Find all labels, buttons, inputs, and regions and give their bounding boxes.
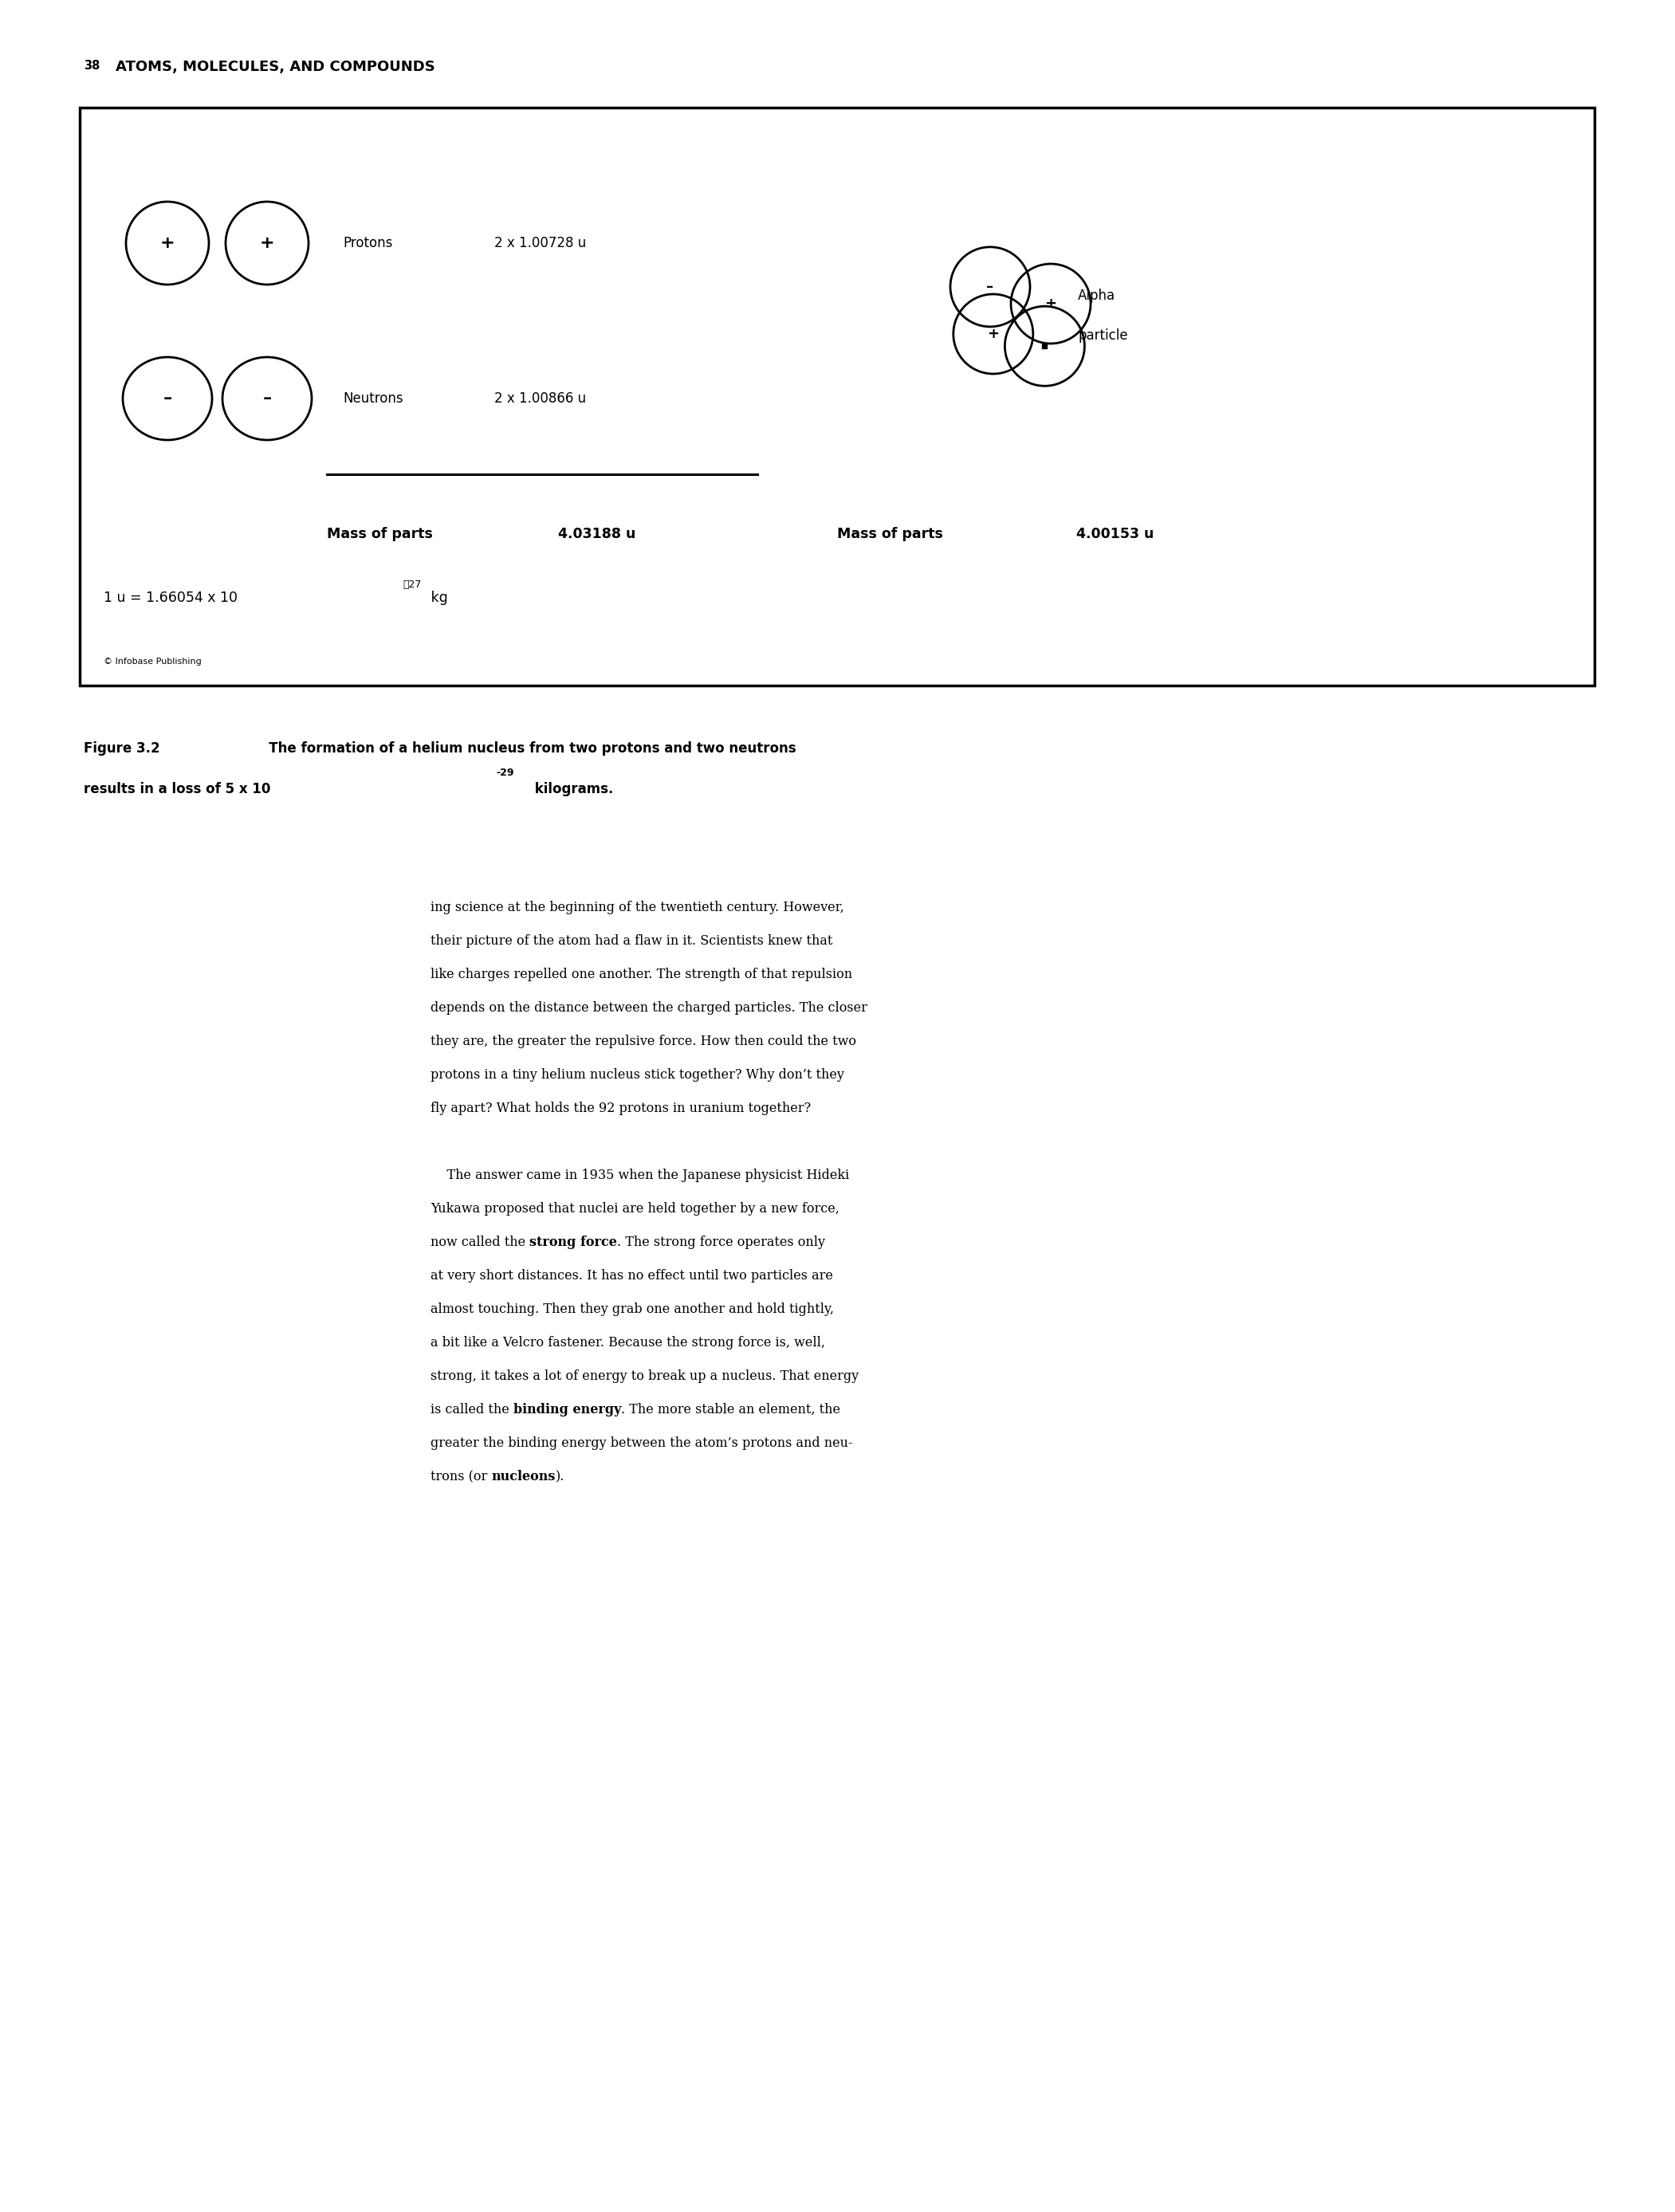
Text: The answer came in 1935 when the Japanese physicist Hideki: The answer came in 1935 when the Japanes… (430, 1168, 849, 1181)
Text: 4.00153 u: 4.00153 u (1077, 526, 1154, 542)
Text: binding energy: binding energy (513, 1402, 621, 1416)
Text: Protons: Protons (343, 237, 392, 250)
Text: at very short distances. It has no effect until two particles are: at very short distances. It has no effec… (430, 1270, 832, 1283)
Text: Neutrons: Neutrons (343, 392, 404, 405)
Text: protons in a tiny helium nucleus stick together? Why don’t they: protons in a tiny helium nucleus stick t… (430, 1068, 844, 1082)
Text: –: – (987, 279, 993, 294)
Text: particle: particle (1079, 327, 1127, 343)
Text: © Infobase Publishing: © Infobase Publishing (104, 657, 201, 666)
Text: 4.03188 u: 4.03188 u (558, 526, 636, 542)
Text: 2 x 1.00728 u: 2 x 1.00728 u (494, 237, 586, 250)
Text: . The more stable an element, the: . The more stable an element, the (621, 1402, 841, 1416)
Text: is called the: is called the (430, 1402, 513, 1416)
Text: The formation of a helium nucleus from two protons and two neutrons: The formation of a helium nucleus from t… (255, 741, 796, 757)
Text: . The strong force operates only: . The strong force operates only (616, 1237, 826, 1250)
Text: almost touching. Then they grab one another and hold tightly,: almost touching. Then they grab one anot… (430, 1303, 834, 1316)
Text: greater the binding energy between the atom’s protons and neu-: greater the binding energy between the a… (430, 1436, 853, 1449)
Text: 1 u = 1.66054 x 10: 1 u = 1.66054 x 10 (104, 591, 238, 606)
Text: like charges repelled one another. The strength of that repulsion: like charges repelled one another. The s… (430, 967, 853, 982)
Text: +: + (987, 327, 1000, 341)
Text: ing science at the beginning of the twentieth century. However,: ing science at the beginning of the twen… (430, 900, 844, 914)
Text: Yukawa proposed that nuclei are held together by a new force,: Yukawa proposed that nuclei are held tog… (430, 1201, 839, 1217)
Text: kg: kg (427, 591, 447, 606)
Text: ⁲27: ⁲27 (402, 580, 420, 591)
Text: results in a loss of 5 x 10: results in a loss of 5 x 10 (84, 783, 271, 796)
Text: –: – (263, 392, 271, 407)
Text: nucleons: nucleons (491, 1471, 556, 1484)
Text: a bit like a Velcro fastener. Because the strong force is, well,: a bit like a Velcro fastener. Because th… (430, 1336, 826, 1349)
Text: strong, it takes a lot of energy to break up a nucleus. That energy: strong, it takes a lot of energy to brea… (430, 1369, 859, 1382)
Text: Mass of parts: Mass of parts (838, 526, 943, 542)
Text: 38: 38 (84, 60, 100, 71)
Bar (80, 108, 1595, 686)
Text: they are, the greater the repulsive force. How then could the two: they are, the greater the repulsive forc… (430, 1035, 856, 1048)
Text: their picture of the atom had a flaw in it. Scientists knew that: their picture of the atom had a flaw in … (430, 933, 832, 947)
Text: strong force: strong force (529, 1237, 616, 1250)
Text: now called the: now called the (430, 1237, 529, 1250)
Text: Mass of parts: Mass of parts (327, 526, 432, 542)
Text: ).: ). (556, 1471, 564, 1484)
Text: +: + (1045, 296, 1057, 312)
Text: Alpha: Alpha (1079, 288, 1116, 303)
Text: depends on the distance between the charged particles. The closer: depends on the distance between the char… (430, 1002, 868, 1015)
Text: trons (or: trons (or (430, 1471, 491, 1484)
Text: +: + (260, 234, 275, 252)
Text: ATOMS, MOLECULES, AND COMPOUNDS: ATOMS, MOLECULES, AND COMPOUNDS (116, 60, 436, 75)
Text: -29: -29 (496, 768, 514, 779)
Text: 2 x 1.00866 u: 2 x 1.00866 u (494, 392, 586, 405)
Text: fly apart? What holds the 92 protons in uranium together?: fly apart? What holds the 92 protons in … (430, 1102, 811, 1115)
Text: kilograms.: kilograms. (531, 783, 613, 796)
Text: +: + (161, 234, 174, 252)
Text: Figure 3.2: Figure 3.2 (84, 741, 159, 757)
Text: –: – (162, 392, 173, 407)
